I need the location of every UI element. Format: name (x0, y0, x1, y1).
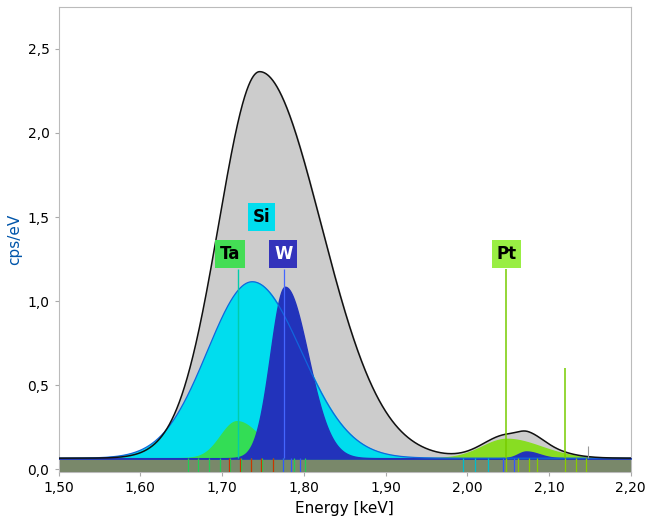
X-axis label: Energy [keV]: Energy [keV] (295, 501, 394, 516)
Text: Pt: Pt (496, 245, 517, 263)
Text: Ta: Ta (220, 245, 240, 263)
Text: Si: Si (253, 208, 270, 226)
Bar (59, 458, 631, 472)
Text: W: W (274, 245, 293, 263)
Y-axis label: cps/eV: cps/eV (7, 214, 22, 265)
